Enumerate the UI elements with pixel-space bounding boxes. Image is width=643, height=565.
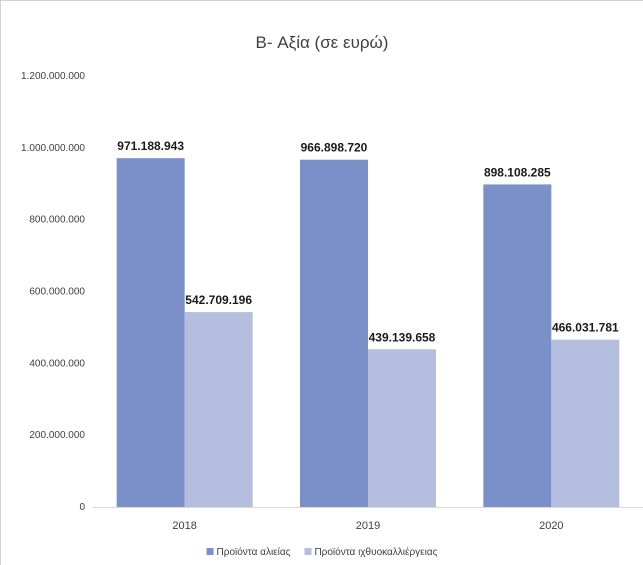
bar-προϊόντα-αλιείας-2018 — [116, 158, 185, 507]
x-axis: 2018 2019 2020 — [93, 507, 643, 532]
data-label-προϊόντα-αλιείας-2019: 966.898.720 — [301, 141, 368, 155]
y-tick-label: 200.000.000 — [29, 430, 85, 441]
bar-προϊόντα-ιχθυοκαλλιέργειας-2018 — [184, 312, 253, 507]
data-label-προϊόντα-αλιείας-2018: 971.188.943 — [117, 139, 184, 153]
legend: Προϊόντα αλιείας Προϊόντα ιχθυοκαλλιέργει… — [206, 546, 438, 558]
x-tick-label-2018: 2018 — [172, 520, 196, 532]
bar-προϊόντα-αλιείας-2020 — [483, 184, 552, 507]
data-label-προϊόντα-ιχθυοκαλλιέργειας-2020: 466.031.781 — [552, 321, 619, 335]
bar-προϊόντα-ιχθυοκαλλιέργειας-2020 — [551, 339, 620, 507]
legend-swatch-προϊόντα-ιχθυοκαλλιέργειας — [304, 548, 312, 555]
data-labels: 971.188.943 542.709.196 966.898.720 439.139… — [117, 139, 619, 344]
y-axis: 0 200.000.000 400.000.000 600.000.000 800.00… — [21, 71, 85, 513]
data-label-προϊόντα-ιχθυοκαλλιέργειας-2019: 439.139.658 — [369, 330, 436, 344]
legend-swatch-προϊόντα-αλιείας — [206, 548, 214, 555]
legend-label-προϊόντα-ιχθυοκαλλιέργειας: Προϊόντα ιχθυοκαλλιέργειας — [314, 546, 437, 558]
y-tick-label: 600.000.000 — [29, 287, 85, 298]
y-tick-label: 800.000.000 — [29, 215, 85, 226]
bar-προϊόντα-ιχθυοκαλλιέργειας-2019 — [368, 349, 436, 507]
data-label-προϊόντα-αλιείας-2020: 898.108.285 — [484, 165, 551, 179]
bar-προϊόντα-αλιείας-2019 — [300, 159, 368, 507]
y-tick-label: 1.200.000.000 — [21, 71, 85, 82]
legend-label-προϊόντα-αλιείας: Προϊόντα αλιείας — [217, 546, 291, 558]
data-label-προϊόντα-ιχθυοκαλλιέργειας-2018: 542.709.196 — [185, 293, 252, 307]
chart-title: B- Αξία (σε ευρώ) — [256, 33, 389, 52]
y-tick-label: 400.000.000 — [29, 358, 85, 369]
x-tick-label-2020: 2020 — [539, 520, 563, 532]
x-tick-label-2019: 2019 — [356, 520, 380, 532]
y-tick-label: 1.000.000.000 — [21, 143, 85, 154]
y-tick-label: 0 — [79, 502, 85, 513]
bars — [116, 158, 620, 507]
